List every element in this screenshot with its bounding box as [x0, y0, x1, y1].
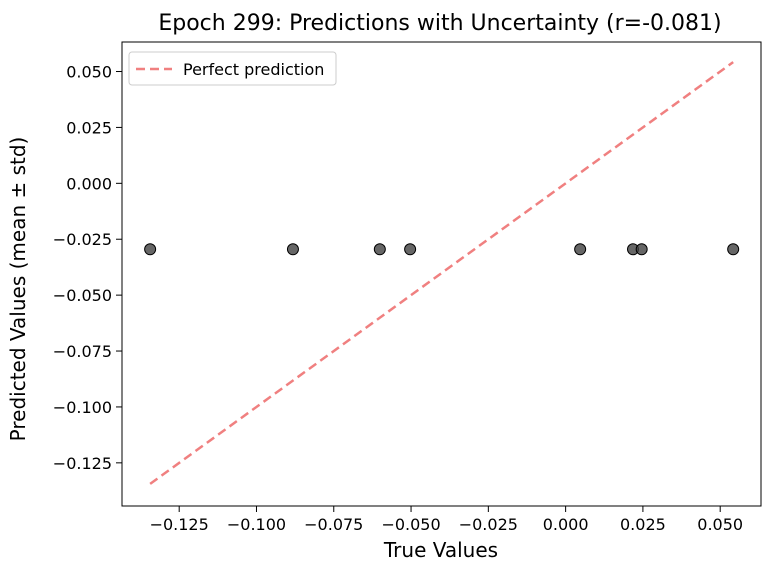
legend: Perfect prediction [128, 51, 337, 86]
plot-area [121, 41, 762, 507]
data-point [144, 243, 157, 256]
perfect-prediction-line [149, 61, 734, 485]
legend-label: Perfect prediction [183, 60, 324, 79]
x-tick-label: 0.050 [697, 515, 743, 534]
y-axis: −0.125 −0.100 −0.075 −0.050 −0.025 0.000 0.025… [53, 63, 122, 473]
x-tick-label: −0.050 [381, 515, 440, 534]
data-point [727, 243, 740, 256]
y-tick-label: 0.025 [66, 118, 112, 137]
x-tick-label: −0.025 [459, 515, 518, 534]
x-tick-label: −0.075 [304, 515, 363, 534]
data-points [144, 243, 740, 256]
y-tick-label: 0.050 [66, 63, 112, 82]
data-point [286, 243, 299, 256]
data-point [574, 243, 587, 256]
y-tick-label: −0.100 [53, 398, 112, 417]
y-tick-label: 0.000 [66, 174, 112, 193]
y-axis-label: Predicted Values (mean ± std) [6, 137, 30, 442]
x-axis: −0.125 −0.100 −0.075 −0.050 −0.025 0.000 0.025… [150, 506, 743, 534]
x-tick-label: 0.000 [543, 515, 589, 534]
x-tick-label: −0.100 [227, 515, 286, 534]
y-tick-label: −0.075 [53, 342, 112, 361]
y-tick-label: −0.050 [53, 286, 112, 305]
y-tick-label: −0.125 [53, 454, 112, 473]
y-tick-label: −0.025 [53, 230, 112, 249]
data-point [635, 243, 648, 256]
legend-box [128, 51, 337, 86]
x-axis-label: True Values [383, 538, 498, 562]
chart-title: Epoch 299: Predictions with Uncertainty … [158, 11, 721, 36]
data-point [373, 243, 386, 256]
data-point [404, 243, 417, 256]
x-tick-label: 0.025 [620, 515, 666, 534]
x-tick-label: −0.125 [150, 515, 209, 534]
